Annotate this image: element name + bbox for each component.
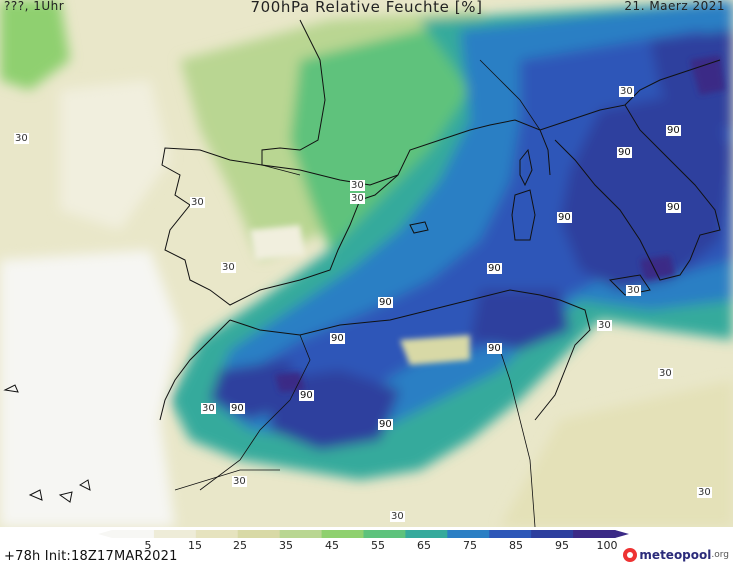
borders (174, 59, 541, 527)
run-info: +78h Init:18Z17MAR2021 (4, 549, 178, 564)
colorbar-swatch (279, 530, 323, 538)
contour-label: 30 (14, 133, 29, 144)
border-alps (479, 59, 541, 131)
contour-label: 30 (350, 193, 365, 204)
contour-label: 30 (221, 262, 236, 273)
purple-spot-3 (690, 55, 725, 95)
contour-label: 30 (201, 403, 216, 414)
contour-label: 90 (299, 390, 314, 401)
coast-balearic (409, 221, 429, 234)
colorbar-tick-label: 15 (188, 539, 202, 552)
logo-suffix: .org (711, 550, 729, 560)
meteopool-logo[interactable]: meteopool .org (623, 546, 729, 564)
colorbar-swatch (573, 530, 616, 538)
dry-zone-west-sahara (0, 250, 180, 527)
navy-core-tunisia (470, 290, 570, 350)
colorbar-swatch (153, 530, 197, 538)
navy-core-italy (560, 90, 733, 290)
colorbar: 5 15 25 35 45 55 65 75 85 95 100 (98, 530, 629, 552)
contour-label: 30 (658, 368, 673, 379)
contour-label: 30 (190, 197, 205, 208)
dry-patch-algeria (400, 335, 470, 365)
coast-north-africa (229, 289, 591, 421)
border-france-spain (261, 164, 301, 176)
border-sahara (174, 469, 280, 491)
date-label: 21. Maerz 2021 (624, 0, 725, 13)
colorbar-tick-label: 75 (463, 539, 477, 552)
colorbar-tick-label: 65 (417, 539, 431, 552)
navy-core-ne (650, 30, 733, 130)
contour-label: 30 (626, 285, 641, 296)
contour-label: 90 (666, 202, 681, 213)
colorbar-tick-label: 55 (371, 539, 385, 552)
colorbar-swatches (98, 530, 629, 538)
map-title: 700hPa Relative Feuchte [%] (250, 0, 483, 16)
colorbar-tick-label: 35 (279, 539, 293, 552)
coast-sardinia (511, 189, 536, 241)
coast-morocco-atlantic (159, 319, 231, 421)
coast-adriatic (624, 59, 721, 106)
contour-label: 90 (487, 343, 502, 354)
dry-patch-spain (250, 225, 305, 260)
logo-name: meteopool (639, 548, 712, 562)
green-atlantic-nw (0, 0, 70, 90)
colorbar-tick-label: 85 (509, 539, 523, 552)
border-morocco-algeria (199, 334, 311, 491)
dry-zone-east-sahara (500, 380, 733, 527)
canary-islands (3, 384, 91, 503)
contour-label: 90 (617, 147, 632, 158)
time-label: ???, 1Uhr (4, 0, 65, 13)
contour-label: 30 (232, 476, 247, 487)
colorbar-tick-label: 5 (145, 539, 152, 552)
purple-spot-1 (275, 372, 305, 392)
contour-label: 90 (557, 212, 572, 223)
contour-label: 30 (697, 487, 712, 498)
colorbar-swatch (489, 530, 532, 538)
coast-corsica (519, 148, 533, 187)
colorbar-tick-label: 25 (233, 539, 247, 552)
colorbar-tick-label: 100 (597, 539, 618, 552)
colorbar-swatch (112, 530, 155, 538)
border-algeria-libya (499, 349, 536, 527)
colorbar-ticks: 5 15 25 35 45 55 65 75 85 95 100 (145, 539, 618, 552)
colorbar-swatch (321, 530, 364, 538)
colorbar-swatch (363, 530, 406, 538)
contour-label: 30 (350, 180, 365, 191)
coast-sicily (608, 274, 651, 296)
colorbar-tick-label: 95 (555, 539, 569, 552)
contour-label: 90 (330, 333, 345, 344)
contour-label: 90 (378, 419, 393, 430)
contour-label: 30 (390, 511, 405, 522)
contour-label: 90 (487, 263, 502, 274)
colorbar-swatch (237, 530, 281, 538)
colorbar-swatch (405, 530, 448, 538)
contour-label: 30 (619, 86, 634, 97)
colorbar-swatch (531, 530, 574, 538)
contour-label: 90 (230, 403, 245, 414)
colorbar-swatch (447, 530, 490, 538)
logo-icon (623, 548, 638, 562)
humidity-map (0, 0, 733, 527)
colorbar-swatch (195, 530, 239, 538)
map-header: ???, 1Uhr 700hPa Relative Feuchte [%] 21… (0, 0, 733, 18)
dry-zone-atlantic (60, 80, 170, 230)
purple-spot-2 (640, 255, 675, 280)
contour-label: 90 (666, 125, 681, 136)
colorbar-tick-label: 45 (325, 539, 339, 552)
colorbar-arrow-right (615, 530, 629, 538)
coastlines (159, 19, 721, 421)
colorbar-arrow-left (98, 530, 112, 538)
contour-label: 90 (378, 297, 393, 308)
contour-label: 30 (597, 320, 612, 331)
coast-iberia (161, 147, 399, 306)
